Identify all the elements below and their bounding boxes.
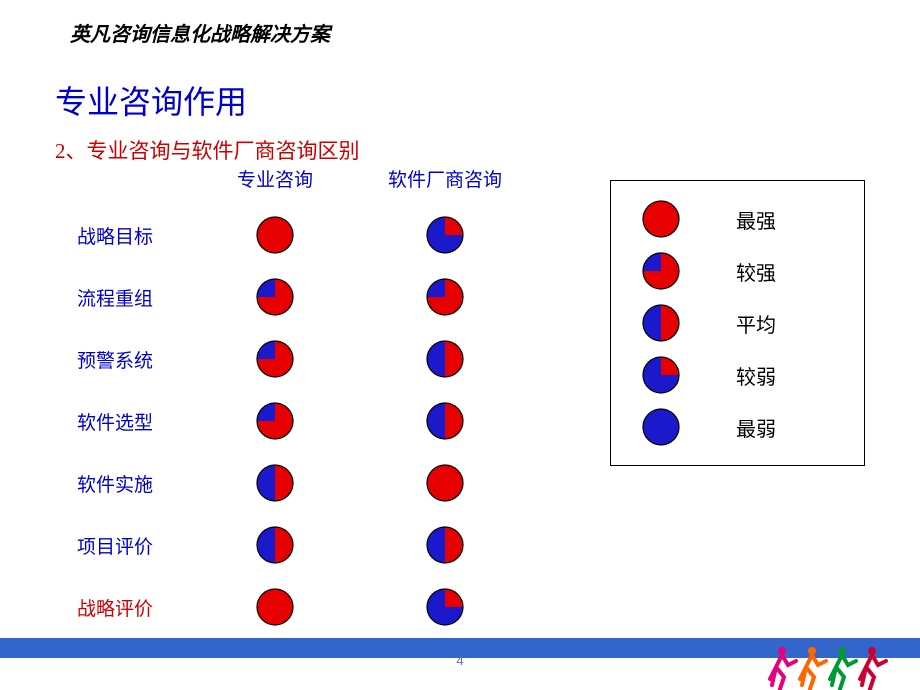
row-label: 战略评价 — [55, 594, 175, 621]
pie-vendor — [370, 339, 520, 379]
legend-label: 最弱 — [736, 413, 776, 442]
legend-label: 平均 — [736, 309, 776, 338]
pie-professional — [210, 525, 340, 565]
slide-subtitle: 2、专业咨询与软件厂商咨询区别 — [0, 123, 920, 165]
legend-pie-icon — [641, 355, 691, 395]
column-headers: 专业咨询 软件厂商咨询 — [55, 165, 575, 192]
legend-box: 最强较强平均较弱最弱 — [610, 180, 865, 466]
slide-footer: 4 — [0, 638, 920, 690]
chart-row: 战略评价 — [55, 576, 575, 638]
legend-item: 最强 — [611, 193, 864, 245]
row-label: 软件实施 — [55, 470, 175, 497]
chart-row: 流程重组 — [55, 266, 575, 328]
row-label: 预警系统 — [55, 346, 175, 373]
column-header-1: 专业咨询 — [210, 165, 340, 192]
legend-label: 最强 — [736, 205, 776, 234]
row-label: 项目评价 — [55, 532, 175, 559]
chart-row: 软件实施 — [55, 452, 575, 514]
legend-item: 最弱 — [611, 401, 864, 453]
legend-pie-icon — [641, 407, 691, 447]
pie-professional — [210, 463, 340, 503]
legend-pie-icon — [641, 251, 691, 291]
pie-professional — [210, 401, 340, 441]
legend-pie-icon — [641, 303, 691, 343]
pie-vendor — [370, 401, 520, 441]
runners-icon — [760, 640, 910, 690]
chart-row: 预警系统 — [55, 328, 575, 390]
legend-item: 较弱 — [611, 349, 864, 401]
row-label: 软件选型 — [55, 408, 175, 435]
pie-vendor — [370, 525, 520, 565]
comparison-chart: 专业咨询 软件厂商咨询 战略目标流程重组预警系统软件选型软件实施项目评价战略评价 — [55, 165, 575, 638]
slide-title: 专业咨询作用 — [0, 47, 920, 123]
pie-professional — [210, 587, 340, 627]
legend-label: 较强 — [736, 257, 776, 286]
legend-pie-icon — [641, 199, 691, 239]
pie-professional — [210, 339, 340, 379]
pie-vendor — [370, 463, 520, 503]
chart-row: 项目评价 — [55, 514, 575, 576]
column-header-2: 软件厂商咨询 — [370, 165, 520, 192]
slide-header: 英凡咨询信息化战略解决方案 — [0, 0, 920, 47]
pie-professional — [210, 215, 340, 255]
pie-professional — [210, 277, 340, 317]
row-label: 战略目标 — [55, 222, 175, 249]
legend-item: 平均 — [611, 297, 864, 349]
chart-row: 软件选型 — [55, 390, 575, 452]
pie-vendor — [370, 215, 520, 255]
legend-label: 较弱 — [736, 361, 776, 390]
row-label: 流程重组 — [55, 284, 175, 311]
pie-vendor — [370, 277, 520, 317]
chart-row: 战略目标 — [55, 204, 575, 266]
legend-item: 较强 — [611, 245, 864, 297]
pie-vendor — [370, 587, 520, 627]
